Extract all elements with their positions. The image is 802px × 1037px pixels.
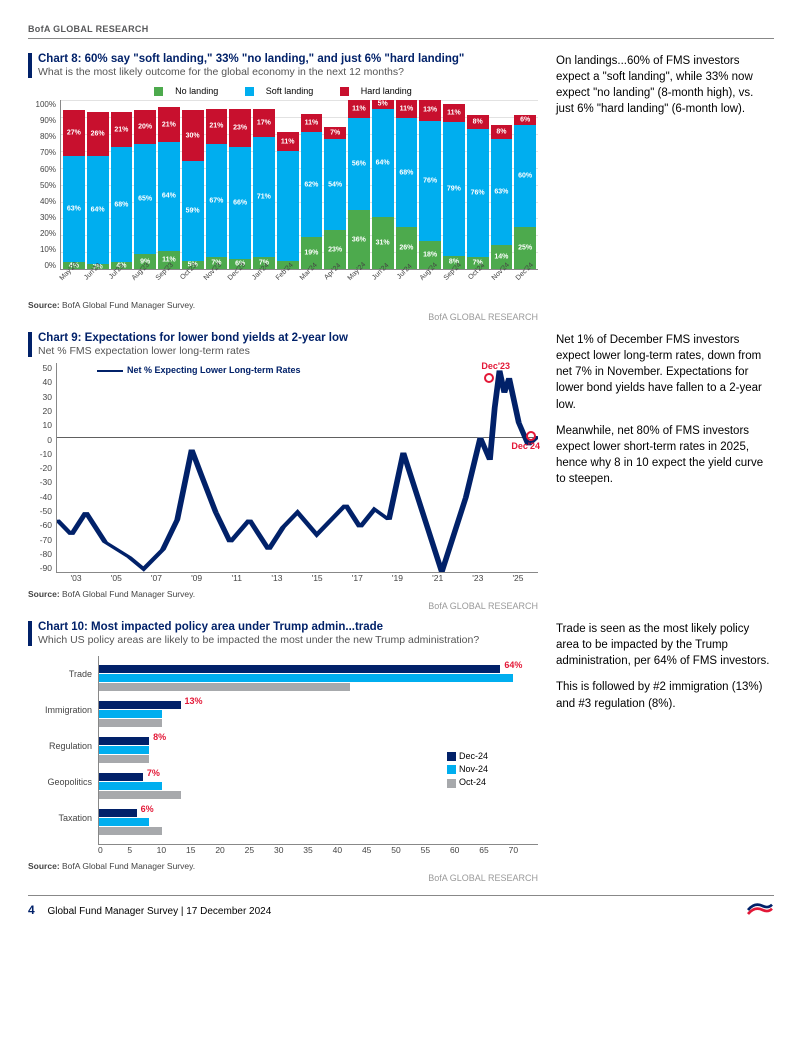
chart10-commentary-2: This is followed by #2 immigration (13%)… [556, 679, 774, 711]
legend-label-oct: Oct-24 [459, 777, 486, 787]
chart8-source: Source: BofA Global Fund Manager Survey. [28, 300, 538, 310]
legend-swatch-oct [447, 779, 456, 788]
chart10-yaxis: TradeImmigrationRegulationGeopoliticsTax… [28, 656, 98, 845]
chart8-commentary: On landings...60% of FMS investors expec… [556, 53, 774, 117]
chart8-subtitle: What is the most likely outcome for the … [38, 66, 464, 78]
chart9-marker-dec24-label: Dec'24 [511, 441, 540, 451]
chart9-legend: Net % Expecting Lower Long-term Rates [97, 365, 301, 375]
chart8-xaxis: May'23Jun'23Jul'23Aug'23Sep'23Oct'23Nov'… [28, 270, 538, 294]
title-accent-bar [28, 621, 32, 646]
chart10-commentary-1: Trade is seen as the most likely policy … [556, 621, 774, 669]
title-accent-bar [28, 53, 32, 78]
legend-swatch-no [154, 87, 163, 96]
chart8-legend: No landing Soft landing Hard landing [28, 86, 538, 96]
legend-label-dec: Dec-24 [459, 751, 488, 761]
bofa-logo-icon [746, 902, 774, 918]
legend-swatch-nov [447, 765, 456, 774]
chart10-legend: Dec-24 Nov-24 Oct-24 [447, 751, 488, 790]
chart8-watermark: BofA GLOBAL RESEARCH [28, 312, 538, 322]
chart9-commentary-2: Meanwhile, net 80% of FMS investors expe… [556, 423, 774, 487]
chart10-watermark: BofA GLOBAL RESEARCH [28, 873, 538, 883]
chart8-title: Chart 8: 60% say "soft landing," 33% "no… [38, 53, 464, 65]
chart9-commentary-1: Net 1% of December FMS investors expect … [556, 332, 774, 412]
chart8-section: Chart 8: 60% say "soft landing," 33% "no… [28, 53, 774, 322]
chart9-watermark: BofA GLOBAL RESEARCH [28, 601, 538, 611]
legend-label-nov: Nov-24 [459, 764, 488, 774]
chart9-title: Chart 9: Expectations for lower bond yie… [38, 332, 348, 344]
legend-swatch-dec [447, 752, 456, 761]
chart8-bars: 4%63%27%3%64%26%4%68%21%9%65%20%11%64%21… [60, 100, 538, 270]
chart9-source: Source: BofA Global Fund Manager Survey. [28, 589, 538, 599]
chart9-section: Chart 9: Expectations for lower bond yie… [28, 332, 774, 611]
chart9-plot-area: Net % Expecting Lower Long-term Rates De… [56, 363, 538, 573]
legend-label-soft: Soft landing [266, 86, 314, 96]
page-header: BofA GLOBAL RESEARCH [28, 24, 774, 39]
page-footer: 4 Global Fund Manager Survey | 17 Decemb… [28, 895, 774, 918]
chart9-line [57, 363, 538, 572]
legend-label-no: No landing [175, 86, 218, 96]
chart9-yaxis: 50403020100-10-20-30-40-50-60-70-80-90 [28, 363, 56, 573]
chart10-source: Source: BofA Global Fund Manager Survey. [28, 861, 538, 871]
legend-swatch-hard [340, 87, 349, 96]
page-number: 4 [28, 903, 35, 917]
legend-swatch-soft [245, 87, 254, 96]
footer-doc-title: Global Fund Manager Survey | 17 December… [47, 906, 271, 917]
chart9-marker-dec23-label: Dec'23 [481, 361, 510, 371]
legend-label-hard: Hard landing [361, 86, 412, 96]
chart10-subtitle: Which US policy areas are likely to be i… [38, 634, 479, 646]
chart10-title: Chart 10: Most impacted policy area unde… [38, 621, 479, 633]
title-accent-bar [28, 332, 32, 357]
chart8-yaxis: 100%90%80%70%60%50%40%30%20%10%0% [28, 100, 60, 270]
chart9-xaxis: '03'05'07'09'11'13'15'17'19'21'23'25 [28, 573, 538, 583]
chart10-section: Chart 10: Most impacted policy area unde… [28, 621, 774, 883]
chart9-subtitle: Net % FMS expectation lower long-term ra… [38, 345, 348, 357]
chart10-xaxis: 0510152025303540455055606570 [28, 845, 538, 855]
